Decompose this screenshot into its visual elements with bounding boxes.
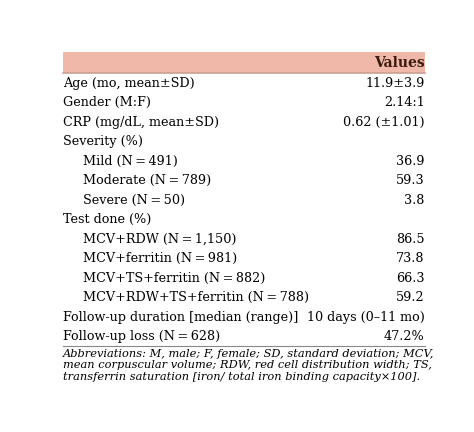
Text: MCV+TS+ferritin (N = 882): MCV+TS+ferritin (N = 882) <box>83 272 265 285</box>
Text: 11.9±3.9: 11.9±3.9 <box>365 77 425 90</box>
Text: mean corpuscular volume; RDW, red cell distribution width; TS,: mean corpuscular volume; RDW, red cell d… <box>63 360 432 370</box>
Text: 10 days (0–11 mo): 10 days (0–11 mo) <box>307 311 425 324</box>
Text: 3.8: 3.8 <box>404 194 425 206</box>
Text: Test done (%): Test done (%) <box>63 213 151 226</box>
Text: 47.2%: 47.2% <box>384 330 425 343</box>
Text: Severe (N = 50): Severe (N = 50) <box>83 194 185 206</box>
Text: MCV+RDW+TS+ferritin (N = 788): MCV+RDW+TS+ferritin (N = 788) <box>83 291 309 304</box>
Text: 36.9: 36.9 <box>396 155 425 168</box>
Text: 73.8: 73.8 <box>396 252 425 265</box>
Text: Values: Values <box>374 56 425 70</box>
Text: transferrin saturation [iron/ total iron binding capacity×100].: transferrin saturation [iron/ total iron… <box>63 372 420 382</box>
Text: 59.3: 59.3 <box>396 174 425 187</box>
Text: 2.14:1: 2.14:1 <box>384 96 425 109</box>
Text: Gender (M:F): Gender (M:F) <box>63 96 151 109</box>
Text: Mild (N = 491): Mild (N = 491) <box>83 155 178 168</box>
Text: MCV+RDW (N = 1,150): MCV+RDW (N = 1,150) <box>83 232 237 245</box>
Text: MCV+ferritin (N = 981): MCV+ferritin (N = 981) <box>83 252 237 265</box>
Text: 59.2: 59.2 <box>396 291 425 304</box>
Text: Abbreviations: M, male; F, female; SD, standard deviation; MCV,: Abbreviations: M, male; F, female; SD, s… <box>63 349 434 359</box>
Text: 0.62 (±1.01): 0.62 (±1.01) <box>343 116 425 129</box>
Text: Moderate (N = 789): Moderate (N = 789) <box>83 174 211 187</box>
Bar <box>63 52 425 73</box>
Text: CRP (mg/dL, mean±SD): CRP (mg/dL, mean±SD) <box>63 116 219 129</box>
Text: Severity (%): Severity (%) <box>63 135 143 148</box>
Text: 86.5: 86.5 <box>396 232 425 245</box>
Text: Age (mo, mean±SD): Age (mo, mean±SD) <box>63 77 195 90</box>
Text: Follow-up loss (N = 628): Follow-up loss (N = 628) <box>63 330 220 343</box>
Text: 66.3: 66.3 <box>396 272 425 285</box>
Text: Follow-up duration [median (range)]: Follow-up duration [median (range)] <box>63 311 298 324</box>
